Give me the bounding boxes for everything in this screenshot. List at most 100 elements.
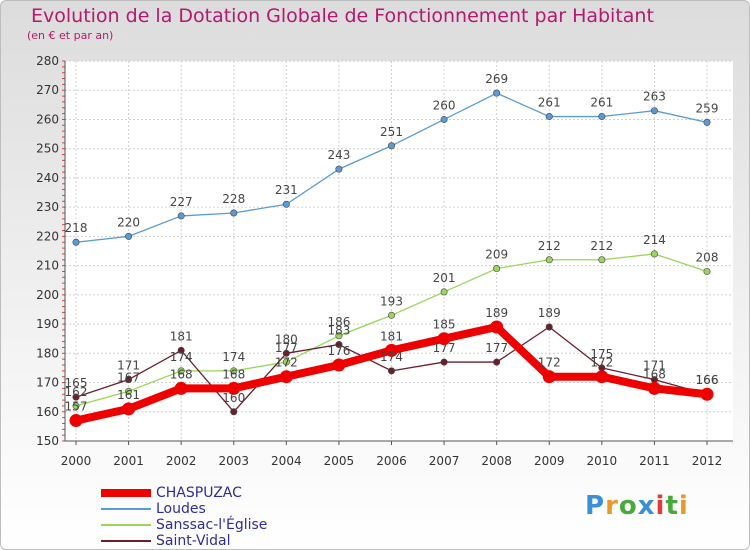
- x-tick-label: 2008: [481, 454, 512, 468]
- data-label: 189: [538, 306, 561, 320]
- data-label: 167: [117, 370, 140, 384]
- data-label: 160: [222, 391, 245, 405]
- data-point: [125, 387, 133, 395]
- data-point: [125, 376, 133, 384]
- x-tick-label: 2010: [587, 454, 618, 468]
- data-label: 168: [643, 367, 666, 381]
- y-tick-label: 190: [36, 317, 59, 331]
- data-point: [703, 267, 711, 275]
- data-point: [545, 323, 553, 331]
- x-tick-label: 2005: [324, 454, 355, 468]
- data-label: 243: [327, 148, 350, 162]
- data-point: [174, 381, 188, 395]
- data-label: 177: [275, 341, 298, 355]
- data-label: 228: [222, 192, 245, 206]
- x-tick-label: 2004: [271, 454, 302, 468]
- y-tick-label: 230: [36, 200, 59, 214]
- data-label: 189: [485, 306, 508, 320]
- data-label: 263: [643, 90, 666, 104]
- data-label: 172: [538, 356, 561, 370]
- data-point: [230, 209, 238, 217]
- chart-title: Evolution de la Dotation Globale de Fonc…: [31, 5, 654, 27]
- data-point: [230, 367, 238, 375]
- data-label: 174: [222, 350, 245, 364]
- data-label: 166: [696, 373, 719, 387]
- data-point: [177, 346, 185, 354]
- data-label: 212: [538, 239, 561, 253]
- data-label: 193: [380, 294, 403, 308]
- legend-label: Saint-Vidal: [156, 533, 231, 549]
- data-point: [440, 115, 448, 123]
- legend-item: Sanssac-l'Église: [101, 517, 267, 533]
- data-label: 165: [65, 376, 88, 390]
- x-tick-label: 2012: [692, 454, 723, 468]
- data-point: [647, 381, 661, 395]
- data-point: [69, 414, 83, 428]
- data-point: [227, 381, 241, 395]
- data-point: [230, 408, 238, 416]
- logo-letter: t: [665, 491, 679, 521]
- data-point: [545, 113, 553, 121]
- data-label: 174: [380, 350, 403, 364]
- data-label: 176: [327, 344, 350, 358]
- data-point: [282, 358, 290, 366]
- y-tick-label: 210: [36, 259, 59, 273]
- data-label: 214: [643, 233, 666, 247]
- data-label: 183: [327, 324, 350, 338]
- data-point: [177, 367, 185, 375]
- data-label: 269: [485, 72, 508, 86]
- x-tick-label: 2011: [639, 454, 670, 468]
- data-label: 227: [170, 195, 193, 209]
- x-tick-label: 2007: [429, 454, 460, 468]
- data-point: [177, 212, 185, 220]
- x-tick-label: 2002: [166, 454, 197, 468]
- data-label: 168: [222, 367, 245, 381]
- data-point: [545, 256, 553, 264]
- y-tick-label: 250: [36, 142, 59, 156]
- data-point: [335, 341, 343, 349]
- data-label: 260: [433, 98, 456, 112]
- data-label: 220: [117, 215, 140, 229]
- legend-label: Sanssac-l'Église: [156, 517, 268, 533]
- legend-item: Saint-Vidal: [101, 533, 267, 549]
- data-point: [650, 107, 658, 115]
- logo-letter: i: [678, 491, 689, 521]
- data-point: [125, 232, 133, 240]
- y-tick-label: 170: [36, 376, 59, 390]
- logo-letter: i: [655, 491, 666, 521]
- data-point: [335, 332, 343, 340]
- proxiti-logo: Proxiti: [585, 491, 689, 521]
- data-label: 174: [170, 350, 193, 364]
- y-tick-label: 150: [36, 434, 59, 448]
- legend-item: CHASPUZAC: [101, 485, 267, 501]
- y-tick-label: 160: [36, 405, 59, 419]
- data-point: [700, 387, 714, 401]
- data-label: 177: [433, 341, 456, 355]
- y-tick-label: 200: [36, 288, 59, 302]
- y-tick-label: 180: [36, 346, 59, 360]
- data-point: [282, 200, 290, 208]
- y-tick-label: 270: [36, 83, 59, 97]
- data-label: 181: [170, 329, 193, 343]
- logo-letter: o: [618, 491, 638, 521]
- data-point: [332, 358, 346, 372]
- data-label: 177: [485, 341, 508, 355]
- data-label: 212: [590, 239, 613, 253]
- data-point: [72, 402, 80, 410]
- data-label: 166: [696, 373, 719, 387]
- data-label: 162: [65, 385, 88, 399]
- data-label: 231: [275, 183, 298, 197]
- data-point: [279, 370, 293, 384]
- data-label: 209: [485, 248, 508, 262]
- data-point: [440, 358, 448, 366]
- data-label: 261: [538, 96, 561, 110]
- data-point: [335, 165, 343, 173]
- data-point: [493, 89, 501, 97]
- legend-label: CHASPUZAC: [156, 485, 242, 501]
- logo-letter: P: [585, 491, 606, 521]
- x-tick-label: 2009: [534, 454, 565, 468]
- y-tick-label: 220: [36, 229, 59, 243]
- data-label: 172: [590, 356, 613, 370]
- data-label: 259: [696, 101, 719, 115]
